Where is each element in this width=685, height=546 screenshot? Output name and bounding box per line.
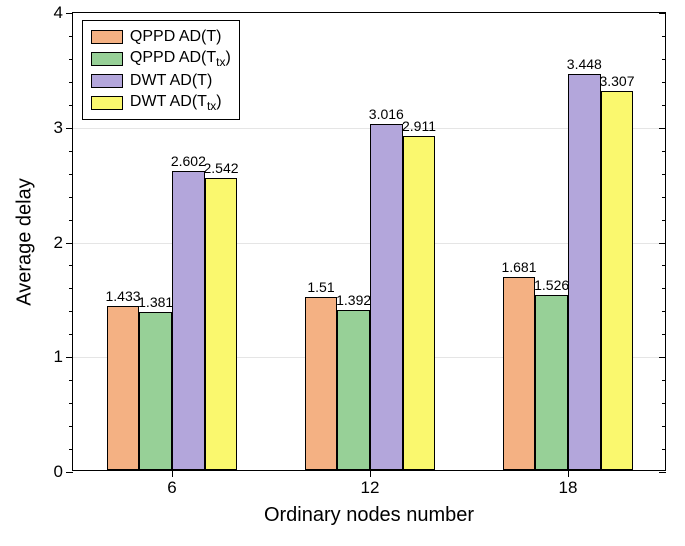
y-tick-label: 1	[54, 347, 63, 367]
bar	[403, 136, 436, 470]
bar	[172, 171, 205, 470]
y-minor-tick	[69, 174, 73, 175]
y-minor-tick	[662, 151, 666, 152]
legend-label: QPPD AD(T)	[130, 28, 222, 46]
legend-item: DWT AD(T)	[91, 70, 231, 92]
y-tick	[659, 357, 666, 358]
bar	[370, 124, 403, 470]
x-tick-label: 6	[167, 478, 176, 498]
bar	[205, 178, 238, 470]
y-minor-tick	[69, 449, 73, 450]
y-minor-tick	[69, 426, 73, 427]
bar	[107, 306, 140, 470]
y-tick	[66, 472, 73, 473]
bar-value-label: 1.51	[307, 279, 334, 295]
plot-area: Average delay Ordinary nodes number QPPD…	[72, 12, 666, 471]
y-minor-tick	[662, 380, 666, 381]
y-tick	[659, 128, 666, 129]
y-minor-tick	[69, 36, 73, 37]
y-minor-tick	[662, 197, 666, 198]
x-tick-label: 18	[559, 478, 578, 498]
y-minor-tick	[662, 334, 666, 335]
y-minor-tick	[69, 82, 73, 83]
y-minor-tick	[662, 220, 666, 221]
bar-value-label: 1.392	[336, 292, 371, 308]
y-minor-tick	[662, 174, 666, 175]
y-minor-tick	[662, 265, 666, 266]
bar-value-label: 3.016	[369, 106, 404, 122]
y-tick	[66, 243, 73, 244]
y-axis-label: Average delay	[14, 178, 37, 306]
x-tick	[568, 470, 569, 477]
bar	[305, 297, 338, 470]
bar-value-label: 1.381	[138, 294, 173, 310]
legend-label: DWT AD(T)	[130, 72, 212, 90]
y-minor-tick	[69, 220, 73, 221]
x-tick	[370, 470, 371, 477]
y-minor-tick	[662, 403, 666, 404]
delay-bar-chart: Average delay Ordinary nodes number QPPD…	[0, 0, 685, 546]
bar-value-label: 1.526	[534, 277, 569, 293]
legend-label: QPPD AD(Ttx)	[130, 49, 231, 69]
y-minor-tick	[662, 288, 666, 289]
y-tick	[659, 243, 666, 244]
bar	[503, 277, 536, 470]
legend-item: QPPD AD(T)	[91, 26, 231, 48]
legend-item: QPPD AD(Ttx)	[91, 48, 231, 70]
y-minor-tick	[69, 151, 73, 152]
legend-item: DWT AD(Ttx)	[91, 92, 231, 114]
y-tick	[66, 13, 73, 14]
y-tick	[659, 13, 666, 14]
bar	[139, 312, 172, 470]
y-minor-tick	[69, 311, 73, 312]
bar-value-label: 3.307	[599, 73, 634, 89]
y-minor-tick	[662, 105, 666, 106]
legend-swatch	[91, 96, 123, 110]
bar	[337, 310, 370, 470]
y-tick	[66, 128, 73, 129]
y-minor-tick	[69, 380, 73, 381]
y-minor-tick	[69, 59, 73, 60]
y-minor-tick	[69, 403, 73, 404]
y-minor-tick	[69, 334, 73, 335]
x-tick-label: 12	[361, 478, 380, 498]
bar-value-label: 2.911	[402, 118, 436, 134]
y-tick-label: 0	[54, 462, 63, 482]
y-tick-label: 4	[54, 3, 63, 23]
x-tick	[172, 470, 173, 477]
y-minor-tick	[69, 197, 73, 198]
bar-value-label: 2.542	[203, 160, 238, 176]
y-minor-tick	[662, 449, 666, 450]
y-minor-tick	[69, 105, 73, 106]
bar-value-label: 1.681	[501, 259, 536, 275]
bar	[568, 74, 601, 470]
x-axis-label: Ordinary nodes number	[264, 504, 474, 527]
bar	[535, 295, 568, 470]
y-minor-tick	[662, 82, 666, 83]
y-minor-tick	[69, 288, 73, 289]
y-minor-tick	[69, 265, 73, 266]
legend-swatch	[91, 74, 123, 88]
legend-label: DWT AD(Ttx)	[130, 93, 222, 113]
bar-value-label: 2.602	[171, 153, 206, 169]
y-tick-label: 3	[54, 118, 63, 138]
bar	[601, 91, 634, 470]
y-tick	[66, 357, 73, 358]
y-minor-tick	[662, 426, 666, 427]
y-minor-tick	[662, 311, 666, 312]
y-minor-tick	[662, 36, 666, 37]
y-tick-label: 2	[54, 233, 63, 253]
legend: QPPD AD(T) QPPD AD(Ttx) DWT AD(T) DWT AD(Tt…	[82, 20, 240, 120]
y-minor-tick	[662, 59, 666, 60]
bar-value-label: 1.433	[105, 288, 140, 304]
legend-swatch	[91, 30, 123, 44]
bar-value-label: 3.448	[567, 56, 602, 72]
y-tick	[659, 472, 666, 473]
legend-swatch	[91, 52, 123, 66]
